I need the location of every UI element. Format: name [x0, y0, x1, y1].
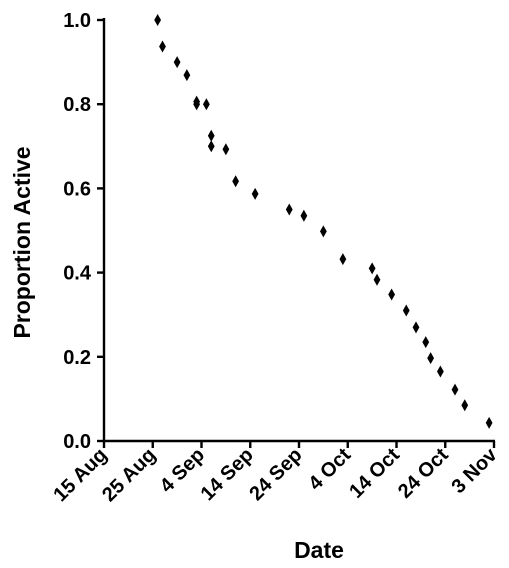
y-tick-label: 0.8	[63, 94, 91, 116]
data-point	[207, 140, 215, 153]
data-point	[388, 288, 396, 301]
data-point	[402, 304, 410, 317]
y-axis-title: Proportion Active	[9, 146, 35, 338]
data-point	[451, 383, 459, 396]
x-tick-label: 14 Sep	[197, 444, 258, 505]
data-point	[173, 56, 181, 69]
data-point	[461, 399, 469, 412]
x-tick-label: 14 Oct	[345, 444, 404, 503]
x-tick-label: 25 Aug	[98, 444, 160, 506]
y-tick-label: 0.0	[63, 431, 91, 453]
data-point	[202, 98, 210, 111]
data-point	[222, 143, 230, 156]
data-point	[485, 416, 493, 429]
data-point	[193, 98, 201, 111]
x-axis-title: Date	[294, 537, 344, 563]
data-point	[232, 175, 240, 188]
data-point	[412, 321, 420, 334]
data-point	[285, 203, 293, 216]
data-point	[339, 253, 347, 266]
axes	[102, 18, 495, 443]
data-point	[319, 225, 327, 238]
y-tick-label: 1.0	[63, 10, 91, 32]
data-point	[368, 262, 376, 275]
y-tick-label: 0.4	[63, 263, 92, 285]
data-point	[422, 336, 430, 349]
data-point	[436, 365, 444, 378]
data-point	[154, 14, 162, 26]
x-tick-label: 24 Oct	[394, 444, 453, 503]
y-tick-label: 0.6	[63, 178, 91, 200]
x-tick-label: 3 Nov	[447, 443, 502, 498]
x-tick-label: 24 Sep	[245, 444, 306, 505]
data-point	[183, 69, 191, 82]
data-point	[427, 352, 435, 365]
x-tick-label: 15 Aug	[49, 444, 111, 506]
data-points	[154, 14, 493, 429]
y-axis-ticks: 0.0 0.2 0.4 0.6 0.8 1.0	[63, 10, 104, 453]
data-point	[207, 129, 215, 142]
data-point	[251, 187, 259, 200]
data-point	[159, 40, 166, 53]
data-point	[373, 273, 381, 286]
y-tick-label: 0.2	[63, 347, 91, 369]
data-point	[300, 209, 308, 222]
